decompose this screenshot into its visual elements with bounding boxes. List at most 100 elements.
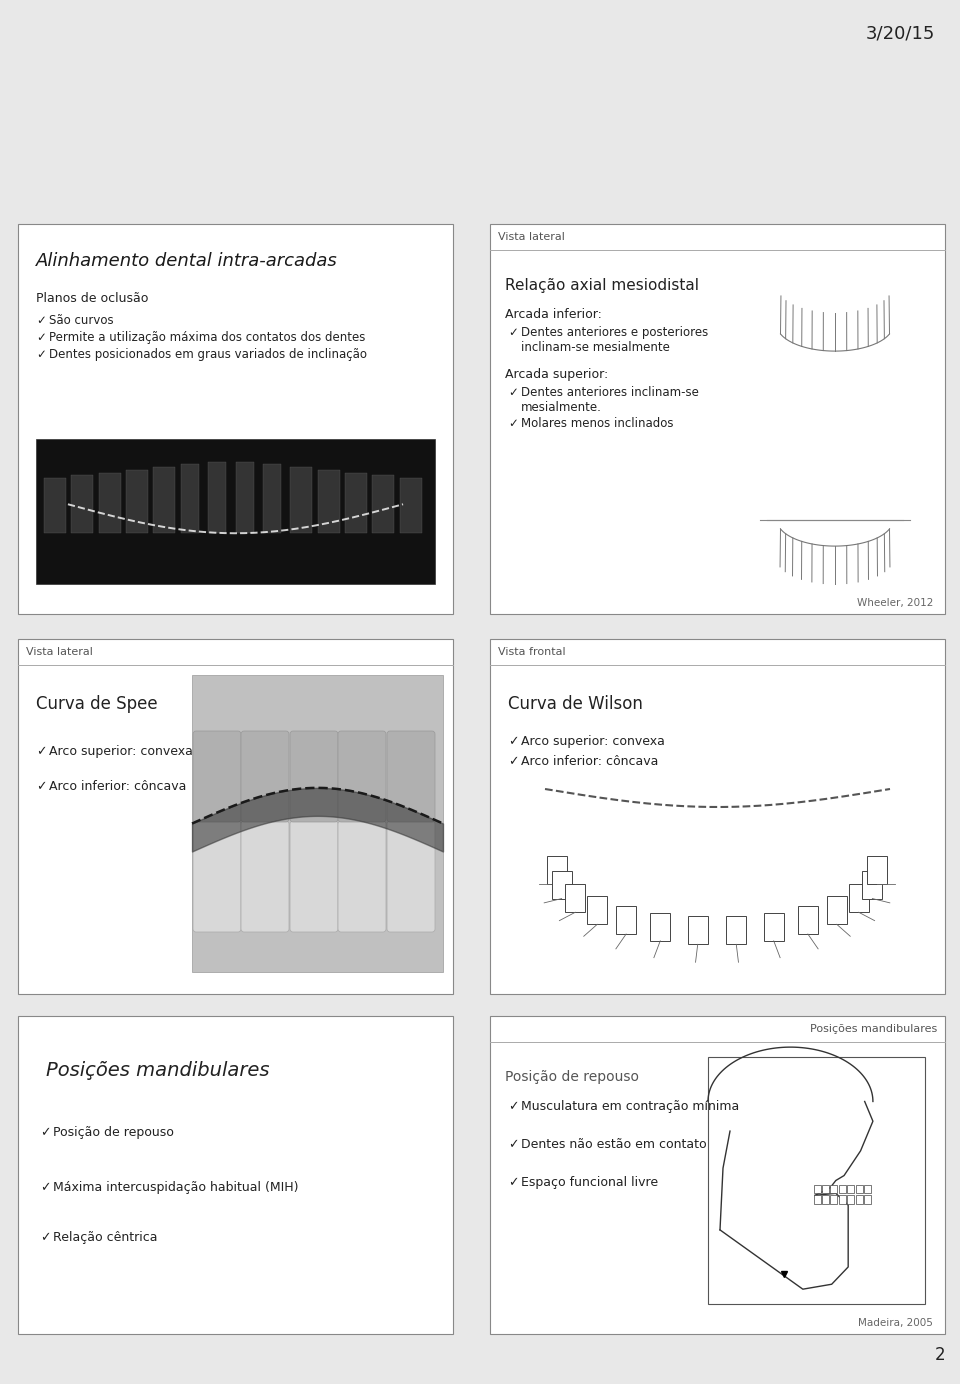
FancyBboxPatch shape bbox=[338, 821, 386, 931]
Text: Vista frontal: Vista frontal bbox=[498, 646, 565, 657]
FancyBboxPatch shape bbox=[387, 821, 435, 931]
Text: Alinhamento dental intra-arcadas: Alinhamento dental intra-arcadas bbox=[36, 252, 338, 270]
Text: ✓: ✓ bbox=[36, 745, 46, 758]
Bar bbox=[180, 465, 199, 533]
Bar bbox=[345, 473, 367, 533]
Bar bbox=[862, 871, 882, 898]
Bar bbox=[126, 471, 148, 533]
Text: Relação cêntrica: Relação cêntrica bbox=[53, 1230, 157, 1244]
Text: Posição de repouso: Posição de repouso bbox=[505, 1070, 639, 1084]
Bar bbox=[822, 1185, 828, 1193]
Text: Arco superior: convexa: Arco superior: convexa bbox=[521, 735, 665, 747]
Text: Dentes anteriores e posteriores: Dentes anteriores e posteriores bbox=[521, 327, 708, 339]
Bar bbox=[839, 1196, 846, 1204]
Bar bbox=[650, 913, 670, 941]
Text: ✓: ✓ bbox=[36, 314, 46, 327]
Bar bbox=[547, 855, 567, 884]
Bar bbox=[18, 224, 453, 614]
Bar bbox=[490, 1016, 945, 1334]
Text: Espaço funcional livre: Espaço funcional livre bbox=[521, 1176, 659, 1189]
Text: ✓: ✓ bbox=[40, 1230, 51, 1244]
Bar bbox=[616, 907, 636, 934]
Bar bbox=[727, 916, 746, 944]
Bar bbox=[263, 465, 281, 533]
Bar bbox=[154, 468, 176, 533]
Bar bbox=[813, 1185, 821, 1193]
Bar bbox=[208, 462, 227, 533]
Text: ✓: ✓ bbox=[508, 735, 518, 747]
Text: São curvos: São curvos bbox=[49, 314, 113, 327]
Bar bbox=[588, 897, 608, 925]
Text: ✓: ✓ bbox=[36, 347, 46, 361]
Bar bbox=[71, 476, 93, 533]
Bar bbox=[855, 1185, 862, 1193]
Text: Máxima intercuspidação habitual (MIH): Máxima intercuspidação habitual (MIH) bbox=[53, 1181, 299, 1194]
Bar bbox=[849, 884, 869, 912]
Bar bbox=[36, 439, 435, 584]
Text: Vista lateral: Vista lateral bbox=[26, 646, 93, 657]
Bar bbox=[827, 897, 847, 925]
FancyBboxPatch shape bbox=[241, 821, 289, 931]
Bar bbox=[855, 1196, 862, 1204]
Bar bbox=[813, 1196, 821, 1204]
Text: Posições mandibulares: Posições mandibulares bbox=[809, 1024, 937, 1034]
Bar bbox=[864, 1196, 871, 1204]
Text: Posição de repouso: Posição de repouso bbox=[53, 1127, 174, 1139]
Bar bbox=[18, 639, 453, 994]
Text: Permite a utilização máxima dos contatos dos dentes: Permite a utilização máxima dos contatos… bbox=[49, 331, 366, 345]
Text: 2: 2 bbox=[934, 1347, 945, 1365]
Bar bbox=[318, 471, 340, 533]
Bar bbox=[822, 1196, 828, 1204]
Text: Arcada inferior:: Arcada inferior: bbox=[505, 309, 602, 321]
Bar bbox=[18, 1016, 453, 1334]
Text: Wheeler, 2012: Wheeler, 2012 bbox=[856, 598, 933, 608]
Text: 3/20/15: 3/20/15 bbox=[866, 24, 935, 42]
Bar bbox=[44, 479, 66, 533]
Text: Relação axial mesiodistal: Relação axial mesiodistal bbox=[505, 278, 699, 293]
Text: Dentes posicionados em graus variados de inclinação: Dentes posicionados em graus variados de… bbox=[49, 347, 367, 361]
Bar bbox=[192, 675, 443, 972]
Bar bbox=[764, 913, 783, 941]
Text: ✓: ✓ bbox=[508, 386, 517, 399]
Bar bbox=[235, 462, 253, 533]
Text: ✓: ✓ bbox=[508, 327, 517, 339]
FancyBboxPatch shape bbox=[338, 731, 386, 822]
Text: Dentes não estão em contato: Dentes não estão em contato bbox=[521, 1138, 707, 1151]
Text: Dentes anteriores inclinam-se: Dentes anteriores inclinam-se bbox=[521, 386, 699, 399]
Text: Arcada superior:: Arcada superior: bbox=[505, 368, 609, 381]
Text: ✓: ✓ bbox=[508, 1138, 518, 1151]
Text: Curva de Wilson: Curva de Wilson bbox=[508, 695, 643, 713]
FancyBboxPatch shape bbox=[193, 821, 241, 931]
FancyBboxPatch shape bbox=[193, 731, 241, 822]
Text: Planos de oclusão: Planos de oclusão bbox=[36, 292, 149, 304]
Bar bbox=[399, 479, 421, 533]
Bar bbox=[490, 639, 945, 994]
Text: mesialmente.: mesialmente. bbox=[521, 401, 602, 414]
Text: Posições mandibulares: Posições mandibulares bbox=[46, 1062, 270, 1080]
Bar bbox=[372, 476, 395, 533]
Bar bbox=[687, 916, 708, 944]
Text: ✓: ✓ bbox=[508, 1176, 518, 1189]
Text: ✓: ✓ bbox=[508, 756, 518, 768]
Bar bbox=[830, 1196, 837, 1204]
Bar bbox=[565, 884, 586, 912]
Bar bbox=[708, 1057, 925, 1304]
Text: Curva de Spee: Curva de Spee bbox=[36, 695, 157, 713]
Text: Arco superior: convexa: Arco superior: convexa bbox=[49, 745, 193, 758]
Text: ✓: ✓ bbox=[36, 331, 46, 345]
Text: ✓: ✓ bbox=[508, 1100, 518, 1113]
FancyBboxPatch shape bbox=[290, 821, 338, 931]
Text: ✓: ✓ bbox=[36, 781, 46, 793]
Bar bbox=[798, 907, 818, 934]
Text: Molares menos inclinados: Molares menos inclinados bbox=[521, 417, 674, 430]
FancyBboxPatch shape bbox=[241, 731, 289, 822]
Text: Madeira, 2005: Madeira, 2005 bbox=[858, 1318, 933, 1329]
Bar bbox=[867, 855, 887, 884]
Bar bbox=[847, 1196, 854, 1204]
Bar bbox=[552, 871, 571, 898]
Text: Arco inferior: côncava: Arco inferior: côncava bbox=[49, 781, 186, 793]
Bar bbox=[290, 468, 312, 533]
Text: inclinam-se mesialmente: inclinam-se mesialmente bbox=[521, 340, 670, 354]
Text: Musculatura em contração mínima: Musculatura em contração mínima bbox=[521, 1100, 739, 1113]
Bar bbox=[490, 224, 945, 614]
